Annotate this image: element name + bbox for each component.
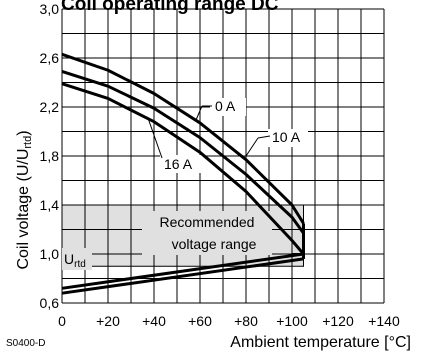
y-tick-label: 2,6 (40, 50, 60, 66)
y-tick-label: 0,6 (40, 295, 60, 311)
y-tick-label: 1,8 (40, 148, 60, 164)
series-line-lower-3 (61, 252, 304, 290)
x-tick-label: +140 (368, 313, 400, 329)
leader-line (245, 137, 259, 157)
x-tick-labels: 0 +20 +40 +60 +80 +100 +120 +140 (58, 313, 400, 329)
x-axis-label: Ambient temperature [°C] (230, 334, 411, 351)
chart-title: Coil operating range DC (61, 0, 279, 15)
curve-label-16a: 16 A (164, 156, 193, 172)
y-axis-label: Coil voltage (U/Urtd) (15, 130, 34, 269)
urtd-label: Urtd (64, 251, 86, 270)
label-knockout (142, 211, 272, 255)
x-tick-label: +80 (234, 313, 258, 329)
series-line-16a (61, 82, 305, 255)
figure-code: S0400-D (6, 338, 45, 349)
leader-line (257, 135, 271, 139)
series-line-10a (61, 70, 305, 235)
curve-label-10a: 10 A (272, 129, 301, 145)
y-tick-labels: 0,6 1,0 1,4 1,8 2,2 2,6 3,0 (40, 1, 60, 311)
y-tick-label: 3,0 (40, 1, 60, 17)
x-tick-label: 0 (58, 313, 66, 329)
x-tick-label: +120 (322, 313, 354, 329)
curve-label-0a: 0 A (215, 98, 236, 114)
series-line-lower-4 (61, 257, 304, 295)
x-tick-label: +20 (96, 313, 120, 329)
series-group (61, 52, 305, 295)
band-label-line2: voltage range (172, 236, 257, 252)
label-knockout (160, 155, 204, 173)
x-tick-label: +100 (276, 313, 308, 329)
leader-line (147, 117, 163, 159)
leader-lines (147, 105, 271, 159)
series-line-0a (61, 52, 305, 225)
label-knockout (62, 248, 92, 270)
y-tick-label: 1,4 (40, 197, 60, 213)
label-knockout (210, 98, 246, 116)
x-tick-label: +60 (188, 313, 212, 329)
y-tick-label: 2,2 (40, 99, 60, 115)
y-tick-label: 1,0 (40, 246, 60, 262)
vertical-closers (292, 223, 305, 259)
label-knockout (268, 129, 308, 147)
leader-line (195, 105, 203, 121)
x-tick-label: +40 (142, 313, 166, 329)
band-label-line1: Recommended (160, 214, 255, 230)
band-grid (62, 98, 308, 270)
